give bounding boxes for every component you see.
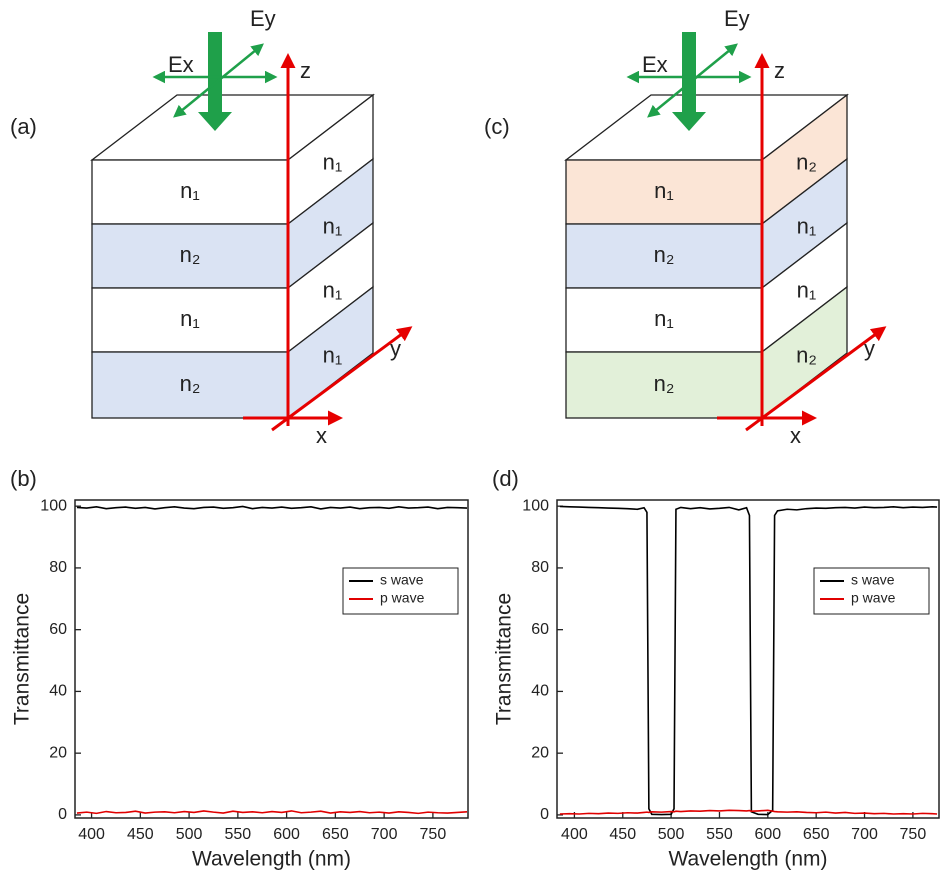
ex-label: Ex (642, 52, 668, 77)
x-axis-title: Wavelength (nm) (668, 848, 827, 871)
y-tick-label: 60 (49, 621, 67, 638)
y-tick-label: 80 (49, 559, 67, 576)
y-axis-title: Transmittance (493, 593, 516, 725)
front-layer (565, 287, 763, 353)
side-layer-label: n₂ (796, 149, 817, 174)
y-tick-label: 40 (531, 683, 549, 700)
series-line (76, 505, 468, 510)
x-tick-label: 650 (803, 826, 830, 843)
front-layer-label: n₁ (180, 178, 200, 203)
propagation-arrow-shaft (208, 32, 222, 114)
panel-label: (a) (10, 114, 37, 139)
plot-frame (556, 499, 940, 819)
side-layer-label: n₁ (323, 342, 343, 367)
y-axis-title: Transmittance (11, 593, 34, 725)
x-tick-label: 700 (371, 826, 398, 843)
x-label: x (790, 423, 801, 448)
y-tick-label: 20 (531, 744, 549, 761)
y-label: y (864, 336, 875, 361)
x-tick-label: 450 (127, 826, 154, 843)
y-tick-label: 20 (49, 744, 67, 761)
ey-arrow (647, 43, 738, 118)
ey-label: Ey (724, 6, 750, 31)
x-tick-label: 400 (561, 826, 588, 843)
series-line (76, 810, 468, 815)
y-tick-label: 60 (531, 621, 549, 638)
x-tick-label: 400 (78, 826, 105, 843)
ey-arrow (173, 43, 264, 118)
y-tick-label: 80 (531, 559, 549, 576)
front-layer-label: n₁ (654, 306, 674, 331)
side-layer-label: n₁ (323, 277, 343, 302)
side-layer-label: n₁ (323, 149, 343, 174)
panel-label: (c) (484, 114, 510, 139)
y-axis-arrow (271, 326, 413, 432)
side-layer-label: n₁ (323, 213, 343, 238)
panel-label: (d) (492, 466, 519, 491)
y-tick-label: 0 (58, 806, 67, 823)
propagation-arrow-shaft (682, 32, 696, 114)
z-label: z (300, 58, 311, 83)
side-layer-label: n₂ (796, 342, 817, 367)
series-line (559, 505, 938, 816)
front-layer (565, 351, 763, 419)
front-layer (565, 223, 763, 289)
y-label: y (390, 336, 401, 361)
x-tick-label: 550 (706, 826, 733, 843)
x-tick-label: 700 (851, 826, 878, 843)
side-layer-label: n₁ (797, 277, 817, 302)
legend-label: p wave (380, 590, 425, 606)
front-layer-label: n₁ (654, 178, 674, 203)
plot-area (76, 505, 468, 815)
legend-label: p wave (851, 590, 896, 606)
front-layer-label: n₂ (654, 371, 675, 396)
y-tick-label: 100 (522, 497, 549, 514)
plot-frame (74, 499, 469, 819)
front-layer (91, 287, 289, 353)
x-tick-label: 600 (273, 826, 300, 843)
panel-label: (b) (10, 466, 37, 491)
x-tick-label: 500 (176, 826, 203, 843)
front-layer (91, 351, 289, 419)
plot-area (559, 505, 938, 816)
legend-label: s wave (851, 572, 895, 588)
y-axis-arrow (745, 326, 887, 432)
x-tick-label: 650 (322, 826, 349, 843)
y-tick-label: 0 (540, 806, 549, 823)
front-layer-label: n₂ (180, 371, 201, 396)
x-tick-label: 600 (754, 826, 781, 843)
z-label: z (774, 58, 785, 83)
legend-label: s wave (380, 572, 424, 588)
x-tick-label: 500 (658, 826, 685, 843)
x-axis-title: Wavelength (nm) (192, 848, 351, 871)
y-tick-label: 40 (49, 683, 67, 700)
x-tick-label: 550 (225, 826, 252, 843)
legend-box (813, 567, 930, 615)
front-layer-label: n₁ (180, 306, 200, 331)
x-tick-label: 750 (900, 826, 927, 843)
ex-label: Ex (168, 52, 194, 77)
front-layer (91, 159, 289, 225)
front-layer-label: n₂ (180, 242, 201, 267)
ey-label: Ey (250, 6, 276, 31)
side-layer-label: n₁ (797, 213, 817, 238)
x-tick-label: 450 (609, 826, 636, 843)
front-layer-label: n₂ (654, 242, 675, 267)
x-tick-label: 750 (420, 826, 447, 843)
legend-box (342, 567, 459, 615)
x-label: x (316, 423, 327, 448)
series-line (559, 809, 938, 815)
y-tick-label: 100 (40, 497, 67, 514)
